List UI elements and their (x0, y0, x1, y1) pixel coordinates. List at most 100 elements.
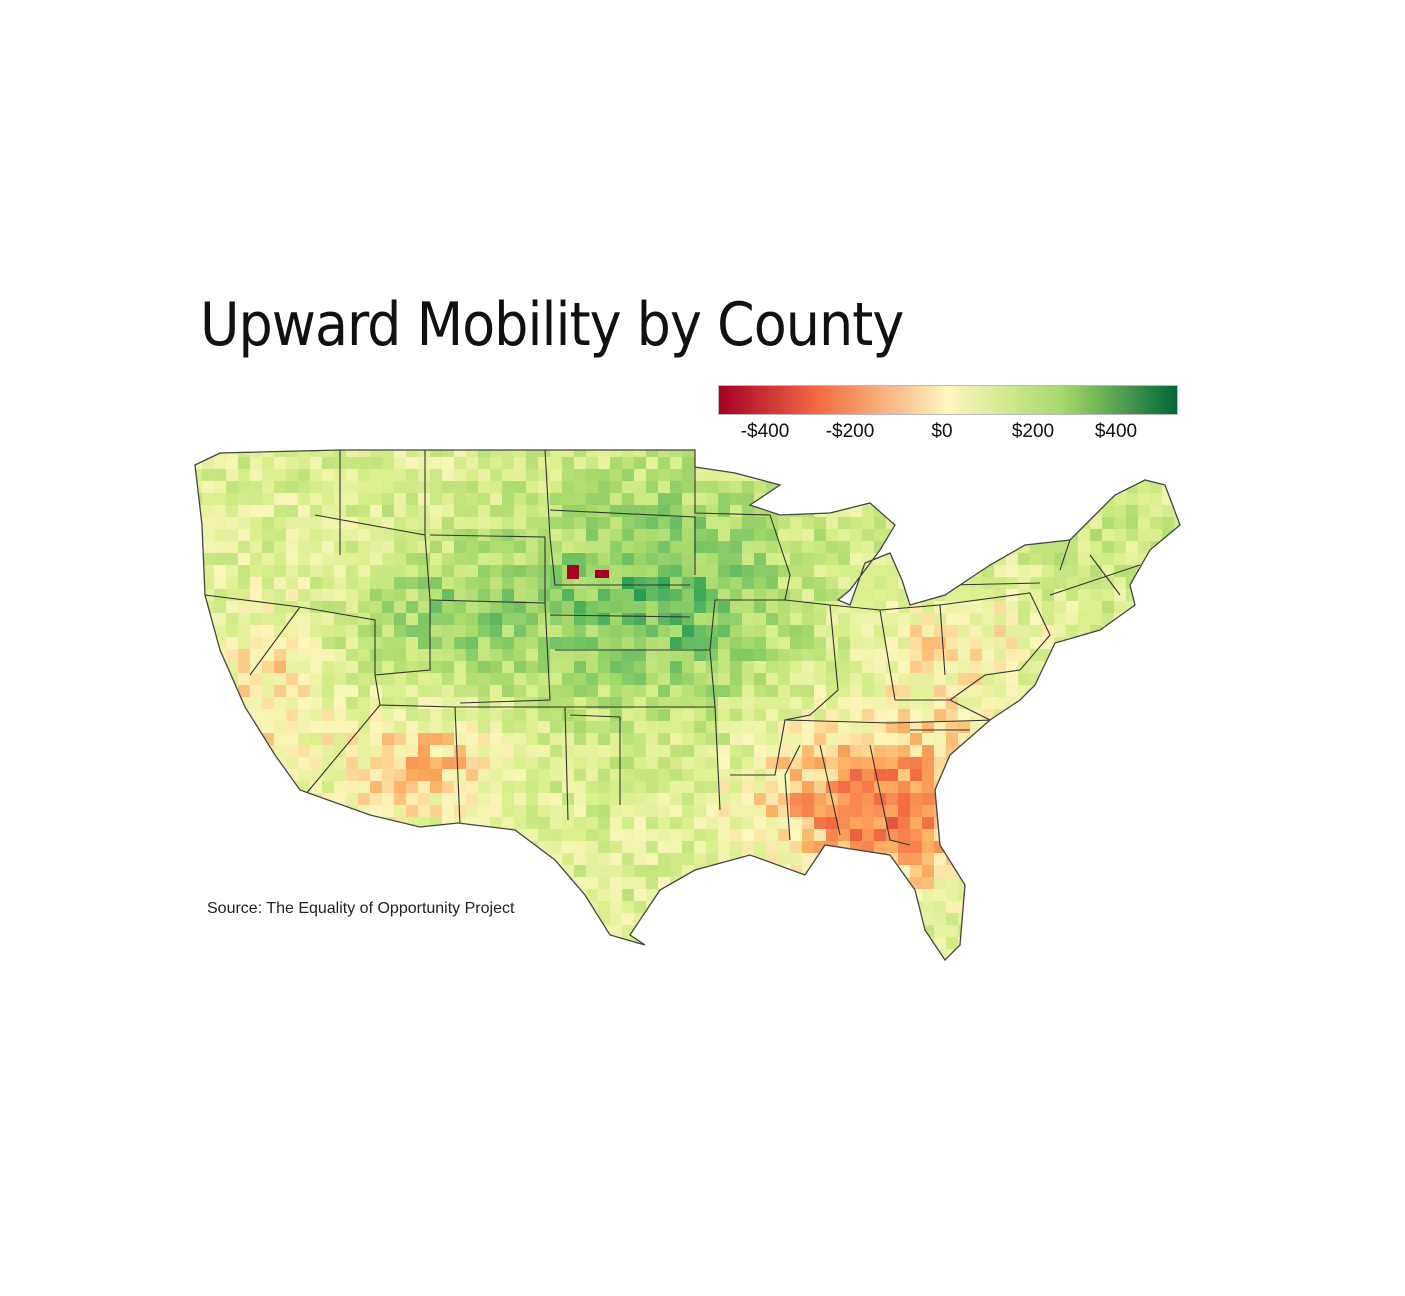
county-cell (1138, 949, 1150, 960)
county-cell (478, 805, 490, 817)
county-cell (694, 733, 706, 745)
county-cell (202, 505, 214, 517)
county-cell (706, 877, 718, 889)
county-cell (778, 565, 790, 577)
county-cell (574, 829, 586, 841)
county-cell (838, 529, 850, 541)
county-cell (430, 733, 442, 745)
county-cell (622, 817, 634, 829)
county-cell (634, 805, 646, 817)
county-cell (226, 673, 238, 685)
county-cell (466, 613, 478, 625)
county-cell (1090, 709, 1102, 721)
county-cell (1030, 781, 1042, 793)
county-cell (994, 493, 1006, 505)
county-cell (1030, 553, 1042, 565)
county-cell (526, 529, 538, 541)
county-cell (994, 541, 1006, 553)
county-cell (1090, 541, 1102, 553)
county-cell (586, 781, 598, 793)
county-cell (802, 529, 814, 541)
county-cell (238, 529, 250, 541)
county-cell (490, 817, 502, 829)
county-cell (454, 925, 466, 937)
county-cell (1150, 553, 1162, 565)
county-cell (910, 805, 922, 817)
county-cell (406, 841, 418, 853)
county-cell (214, 457, 226, 469)
county-cell (262, 769, 274, 781)
county-cell (814, 697, 826, 709)
county-cell (526, 517, 538, 529)
county-cell (790, 529, 802, 541)
county-cell (382, 757, 394, 769)
county-cell (195, 589, 202, 601)
county-cell (1078, 925, 1090, 937)
county-cell (1018, 757, 1030, 769)
county-cell (370, 625, 382, 637)
county-cell (370, 709, 382, 721)
county-cell (886, 817, 898, 829)
county-cell (1138, 673, 1150, 685)
county-cell (946, 709, 958, 721)
county-cell (562, 649, 574, 661)
county-cell (850, 901, 862, 913)
county-cell (622, 637, 634, 649)
county-cell (1078, 889, 1090, 901)
county-cell (790, 769, 802, 781)
county-cell (274, 937, 286, 949)
county-cell (526, 817, 538, 829)
county-cell (514, 793, 526, 805)
county-cell (778, 541, 790, 553)
county-cell (658, 601, 670, 613)
county-cell (994, 793, 1006, 805)
county-cell (195, 853, 202, 865)
county-cell (1102, 901, 1114, 913)
county-cell (195, 949, 202, 960)
county-cell (526, 565, 538, 577)
county-cell (310, 661, 322, 673)
county-cell (442, 733, 454, 745)
county-cell (862, 673, 874, 685)
county-cell (754, 733, 766, 745)
county-cell (814, 865, 826, 877)
county-cell (1042, 793, 1054, 805)
county-cell (1078, 589, 1090, 601)
county-cell (982, 901, 994, 913)
county-cell (550, 577, 562, 589)
county-cell (1102, 529, 1114, 541)
county-cell (934, 817, 946, 829)
county-cell (982, 925, 994, 937)
county-cell (910, 697, 922, 709)
county-cell (922, 901, 934, 913)
county-cell (274, 589, 286, 601)
county-cell (466, 649, 478, 661)
county-cell (214, 817, 226, 829)
county-cell (322, 661, 334, 673)
county-cell (778, 889, 790, 901)
county-cell (718, 925, 730, 937)
county-cell (766, 661, 778, 673)
county-cell (1150, 745, 1162, 757)
us-outline (194, 449, 1181, 962)
county-cell (514, 541, 526, 553)
county-cell (550, 517, 562, 529)
county-cell (1102, 817, 1114, 829)
county-cell (310, 457, 322, 469)
county-cell (586, 505, 598, 517)
county-cell (406, 829, 418, 841)
county-cell (286, 577, 298, 589)
county-cell (1030, 529, 1042, 541)
county-cell (874, 733, 886, 745)
county-cell (622, 493, 634, 505)
county-cell (346, 601, 358, 613)
county-cell (1054, 721, 1066, 733)
county-cell (394, 769, 406, 781)
county-cell (766, 469, 778, 481)
county-cell (838, 769, 850, 781)
county-cell (250, 457, 262, 469)
county-cell (394, 661, 406, 673)
county-cell (802, 793, 814, 805)
county-cell (658, 949, 670, 960)
county-cell (646, 685, 658, 697)
